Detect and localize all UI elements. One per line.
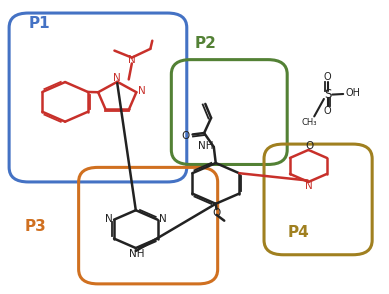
Text: O: O [324, 106, 331, 116]
Text: N: N [105, 214, 113, 224]
Text: P3: P3 [25, 219, 46, 234]
Text: OH: OH [345, 88, 360, 98]
Text: N: N [128, 55, 136, 65]
Text: P1: P1 [28, 16, 50, 31]
Text: O: O [212, 208, 221, 218]
Text: NH: NH [129, 250, 145, 260]
Text: O: O [182, 131, 190, 141]
Text: O: O [324, 72, 331, 82]
Text: N: N [112, 73, 120, 83]
Text: N: N [305, 181, 312, 191]
Text: N: N [137, 86, 145, 96]
Text: N: N [159, 214, 166, 224]
Text: P2: P2 [194, 36, 216, 51]
Text: O: O [305, 141, 313, 151]
Text: NH: NH [198, 141, 213, 151]
Text: CH₃: CH₃ [301, 118, 317, 127]
Text: S: S [324, 88, 331, 101]
Text: P4: P4 [287, 225, 309, 240]
